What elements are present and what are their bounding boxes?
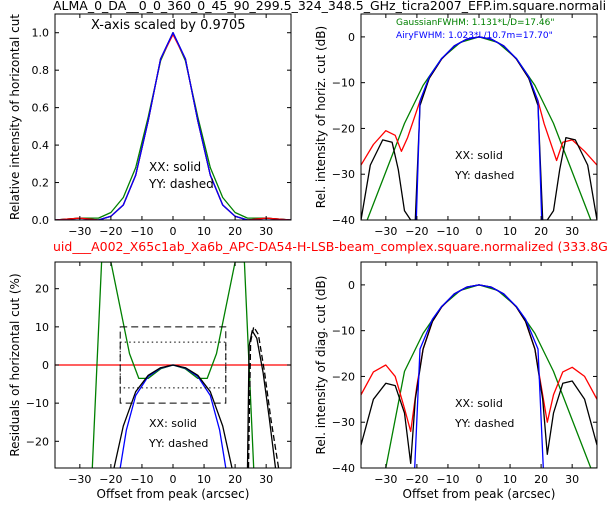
panel-top-left-linear-cut: −30 −20 −10 0 10 20 30 0.0 0.2 0.4 0.6 0.8 1.0 Relati… bbox=[8, 13, 292, 238]
x-tick-label: −30 bbox=[374, 473, 397, 486]
annotation-text: XX: solid bbox=[455, 149, 503, 162]
x-tick-label: 30 bbox=[565, 225, 579, 238]
series-line-green bbox=[385, 284, 597, 468]
y-tick-label: −30 bbox=[332, 168, 355, 181]
middle-title: uid___A002_X65c1ab_Xa6b_APC-DA54-H-LSB-b… bbox=[53, 239, 607, 254]
y-tick-label: 0 bbox=[348, 31, 355, 44]
axes-frame bbox=[360, 261, 598, 469]
x-tick-label: 20 bbox=[228, 473, 242, 486]
y-tick-label: 1.0 bbox=[32, 27, 50, 40]
y-tick-label: 0.4 bbox=[32, 139, 50, 152]
y-tick-label: −10 bbox=[332, 77, 355, 90]
y-tick-label: −20 bbox=[332, 122, 355, 135]
x-tick-label: −20 bbox=[99, 225, 122, 238]
y-tick-label: −10 bbox=[26, 397, 49, 410]
annotation-text: YY: dashed bbox=[454, 169, 514, 182]
annotation-text: GaussianFWHM: 1.131*L/D=17.46" bbox=[396, 18, 554, 28]
series-line-blue-3 bbox=[415, 36, 543, 220]
x-tick-label: 0 bbox=[170, 225, 177, 238]
x-tick-label: 10 bbox=[197, 473, 211, 486]
y-tick-label: 0.2 bbox=[32, 177, 50, 190]
y-tick-label: −30 bbox=[332, 416, 355, 429]
x-axis-label: Offset from peak (arcsec) bbox=[403, 487, 556, 501]
tolerance-box-dotted bbox=[119, 341, 227, 389]
x-tick-label: −10 bbox=[130, 225, 153, 238]
y-tick-label: 0.0 bbox=[32, 214, 50, 227]
x-tick-label: 0 bbox=[476, 473, 483, 486]
annotation-text: YY: dashed bbox=[148, 177, 214, 191]
y-tick-label: 20 bbox=[35, 283, 49, 296]
x-tick-label: −30 bbox=[68, 473, 91, 486]
x-tick-label: −20 bbox=[405, 225, 428, 238]
x-tick-label: 30 bbox=[259, 225, 273, 238]
x-tick-label: −10 bbox=[436, 473, 459, 486]
y-tick-label: 0.6 bbox=[32, 102, 50, 115]
panel-top-right-db-cut: −30 −20 −10 0 10 20 30 0 −10 −20 −30 −40 Rel. intens… bbox=[314, 13, 598, 238]
annotation-text: XX: solid bbox=[149, 417, 197, 430]
annotation-text: X-axis scaled by 0.9705 bbox=[91, 18, 246, 33]
x-tick-label: 20 bbox=[228, 225, 242, 238]
annotation-text: YY: dashed bbox=[454, 417, 514, 430]
series-line-blue-3 bbox=[55, 32, 291, 220]
series-line-blue-3 bbox=[414, 284, 544, 468]
x-tick-label: 30 bbox=[259, 473, 273, 486]
y-tick-label: 0 bbox=[42, 359, 49, 372]
annotation-text: YY: dashed bbox=[148, 437, 208, 450]
series-line-black-2 bbox=[361, 36, 597, 220]
x-tick-label: −10 bbox=[130, 473, 153, 486]
y-tick-label: 0 bbox=[348, 279, 355, 292]
x-tick-label: 20 bbox=[534, 225, 548, 238]
x-tick-label: 10 bbox=[197, 225, 211, 238]
series-line-black-4 bbox=[246, 330, 277, 468]
annotation-text: AiryFWHM: 1.023*L/10.7m=17.70" bbox=[396, 31, 553, 41]
series-line-red-2 bbox=[55, 33, 291, 220]
x-tick-label: −30 bbox=[68, 225, 91, 238]
x-tick-label: 0 bbox=[476, 225, 483, 238]
y-tick-label: −40 bbox=[332, 462, 355, 475]
x-tick-label: −10 bbox=[436, 225, 459, 238]
series-line-green bbox=[55, 32, 291, 220]
panel-bottom-right-diag-cut: −30 −20 −10 0 10 20 30 0 −10 −20 −30 −40 Rel. intens… bbox=[314, 261, 598, 501]
y-axis-label: Residuals of horizontal cut (%) bbox=[8, 273, 22, 456]
series-line-black-5 bbox=[247, 326, 280, 468]
top-title: ALMA_0_DA__0_0_360_0_45_90_299.5_324_348… bbox=[53, 0, 606, 13]
plot-area bbox=[55, 32, 291, 220]
series-line-black-1 bbox=[55, 32, 291, 220]
y-axis-label: Rel. intensity of diag. cut (dB) bbox=[314, 276, 328, 455]
x-tick-label: 20 bbox=[534, 473, 548, 486]
y-tick-label: −20 bbox=[332, 370, 355, 383]
y-tick-label: 0.8 bbox=[32, 64, 50, 77]
x-tick-label: 30 bbox=[565, 473, 579, 486]
x-tick-label: −20 bbox=[405, 473, 428, 486]
y-tick-label: 10 bbox=[35, 321, 49, 334]
x-tick-label: −30 bbox=[374, 225, 397, 238]
annotation-text: XX: solid bbox=[455, 397, 503, 410]
x-tick-label: 0 bbox=[170, 473, 177, 486]
panel-bottom-left-residuals: −30 −20 −10 0 10 20 30 20 10 0 −10 −20 Residuals of … bbox=[8, 261, 292, 501]
x-tick-label: 10 bbox=[503, 473, 517, 486]
x-tick-label: −20 bbox=[99, 473, 122, 486]
axes-frame bbox=[360, 13, 598, 221]
y-axis-label: Rel. intensity of horiz. cut (dB) bbox=[314, 26, 328, 208]
plot-area bbox=[361, 36, 597, 220]
y-tick-label: −40 bbox=[332, 214, 355, 227]
y-axis-label: Relative intensity of horizontal cut bbox=[8, 14, 22, 220]
y-tick-label: −20 bbox=[26, 435, 49, 448]
y-tick-label: −10 bbox=[332, 325, 355, 338]
x-tick-label: 10 bbox=[503, 225, 517, 238]
annotation-text: XX: solid bbox=[149, 160, 201, 174]
series-line-green bbox=[366, 36, 592, 220]
plot-area bbox=[55, 262, 291, 468]
plot-area bbox=[361, 284, 597, 468]
x-axis-label: Offset from peak (arcsec) bbox=[97, 487, 250, 501]
